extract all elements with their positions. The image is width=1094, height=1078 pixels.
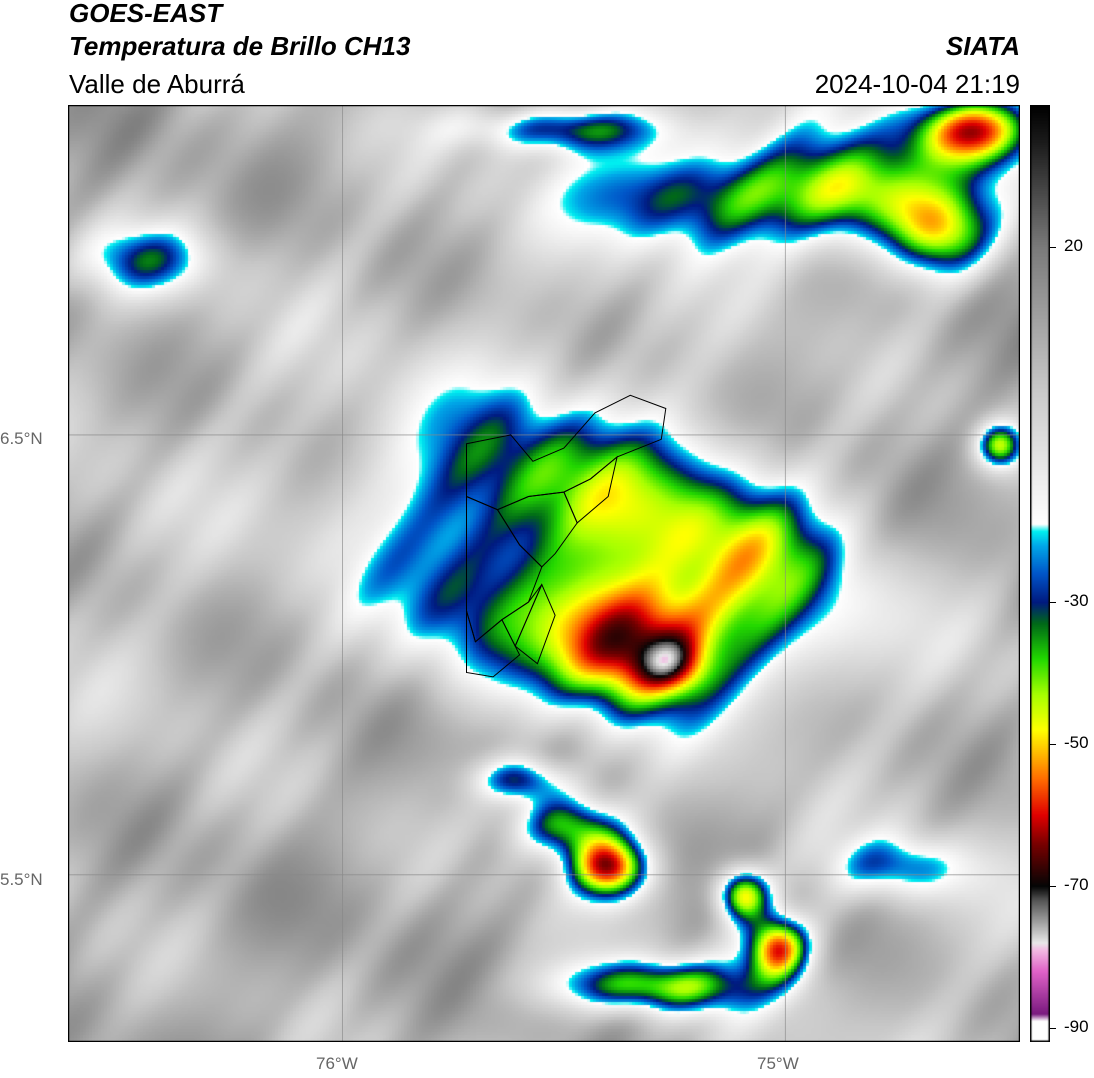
lon-tick-76w: 76°W: [316, 1054, 358, 1073]
colorbar-tick-label-3: -70: [1064, 874, 1089, 894]
brightness-temperature-map: [68, 105, 1020, 1042]
municipality-boundary-5: [501, 584, 543, 648]
lat-tick-6-5: 6.5°N: [0, 429, 43, 448]
colorbar-tick-label-4: -90: [1064, 1016, 1089, 1036]
colorbar-tick-mark-3: [1050, 885, 1056, 887]
lon-tick-75w: 75°W: [757, 1054, 799, 1073]
municipality-boundary-3: [563, 455, 618, 524]
colorbar-tick-mark-1: [1050, 601, 1056, 603]
colorbar-tick-mark-0: [1050, 246, 1056, 248]
colorbar: [1030, 105, 1050, 1042]
municipality-boundary-0: [466, 394, 667, 511]
colorbar-tick-label-2: -50: [1064, 732, 1089, 752]
satellite-title: GOES-EAST: [69, 0, 223, 28]
colorbar-tick-label-0: 20: [1064, 235, 1083, 255]
colorbar-tick-mark-2: [1050, 743, 1056, 745]
colorbar-tick-mark-4: [1050, 1027, 1056, 1029]
product-title: Temperatura de Brillo CH13: [69, 31, 411, 61]
municipality-boundary-6: [514, 583, 556, 665]
agency-label: SIATA: [945, 31, 1020, 61]
map-overlay: [68, 105, 1020, 1042]
colorbar-tick-label-1: -30: [1064, 590, 1089, 610]
municipality-boundary-1: [466, 495, 543, 643]
region-subtitle: Valle de Aburrá: [69, 69, 245, 99]
datetime-label: 2024-10-04 21:19: [814, 69, 1020, 99]
municipality-boundary-2: [496, 491, 578, 568]
map-frame: [68, 105, 1020, 1042]
municipality-boundary-4: [466, 610, 521, 678]
lat-tick-5-5: 5.5°N: [0, 870, 43, 889]
